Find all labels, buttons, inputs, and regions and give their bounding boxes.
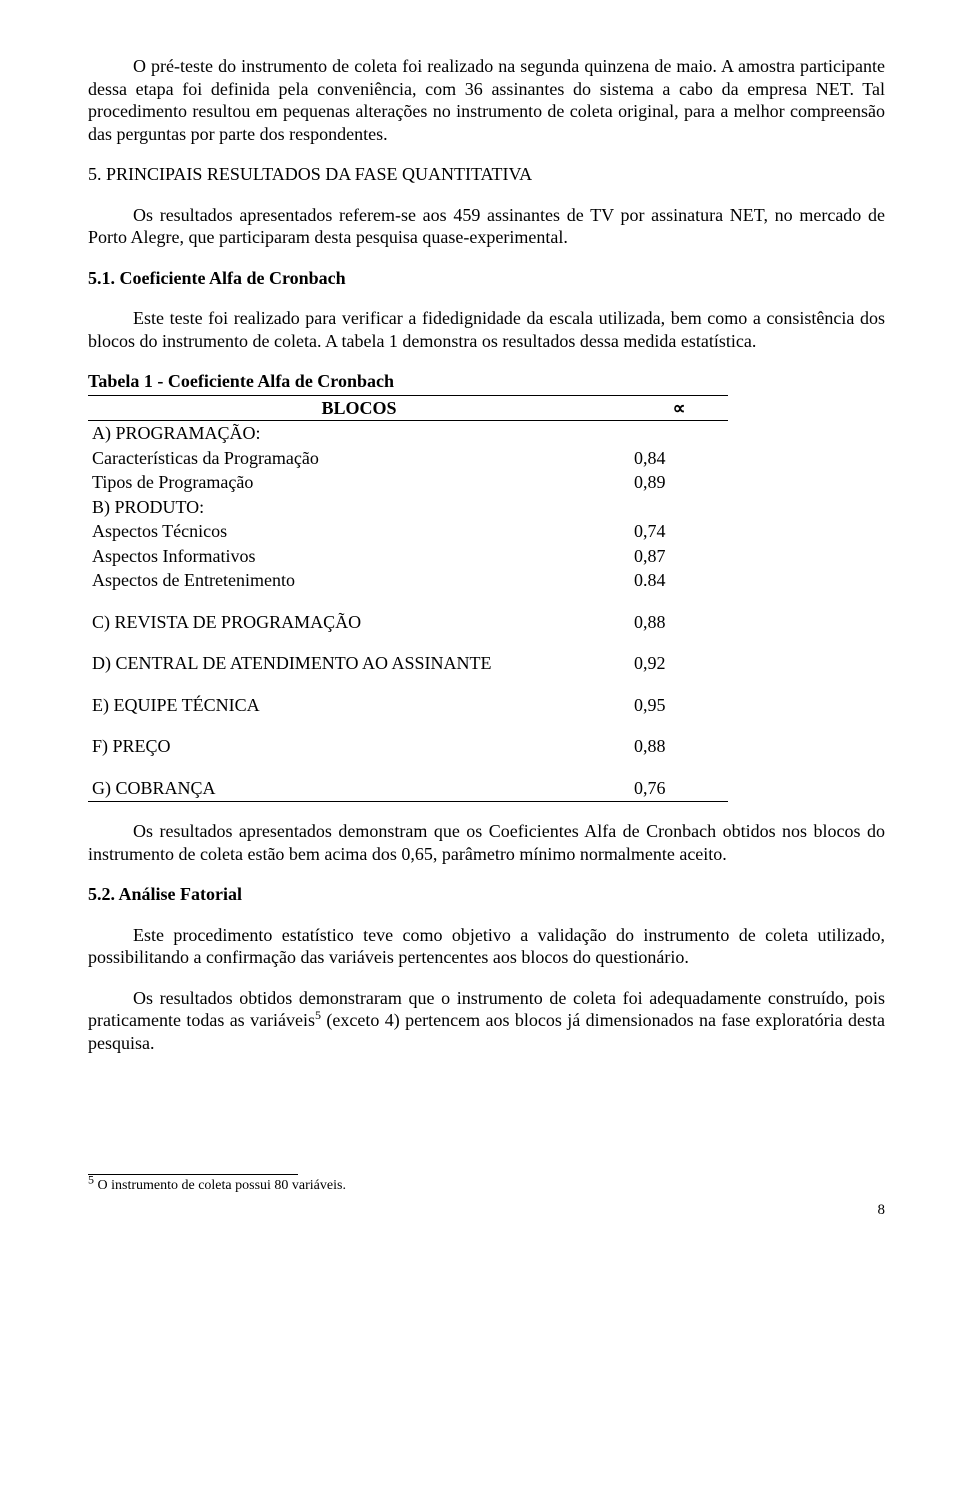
page-number: 8	[88, 1201, 885, 1220]
cell-label: C) REVISTA DE PROGRAMAÇÃO	[88, 593, 630, 635]
table-row: Tipos de Programação0,89	[88, 470, 728, 495]
th-alpha: ∝	[630, 395, 728, 421]
footnote: 5 O instrumento de coleta possui 80 vari…	[88, 1177, 885, 1195]
table-row: Aspectos de Entretenimento0.84	[88, 568, 728, 593]
cell-value: 0,88	[630, 717, 728, 759]
cell-label: B) PRODUTO:	[88, 495, 630, 520]
footnote-separator	[88, 1174, 298, 1175]
cell-value: 0,76	[630, 759, 728, 802]
table-row: A) PROGRAMAÇÃO:	[88, 421, 728, 446]
cell-label: D) CENTRAL DE ATENDIMENTO AO ASSINANTE	[88, 634, 630, 676]
paragraph-5-body: Os resultados apresentados referem-se ao…	[88, 204, 885, 249]
cell-value	[630, 495, 728, 520]
cell-label: Aspectos Informativos	[88, 544, 630, 569]
table-caption: Tabela 1 - Coeficiente Alfa de Cronbach	[88, 370, 885, 393]
paragraph-intro: O pré-teste do instrumento de coleta foi…	[88, 55, 885, 145]
cell-value: 0,88	[630, 593, 728, 635]
heading-5-1: 5.1. Coeficiente Alfa de Cronbach	[88, 267, 885, 290]
cell-value: 0.84	[630, 568, 728, 593]
cell-label: Aspectos Técnicos	[88, 519, 630, 544]
cell-label: Aspectos de Entretenimento	[88, 568, 630, 593]
cell-label: Tipos de Programação	[88, 470, 630, 495]
cell-label: E) EQUIPE TÉCNICA	[88, 676, 630, 718]
cell-label: F) PREÇO	[88, 717, 630, 759]
cell-value: 0,74	[630, 519, 728, 544]
table-row: B) PRODUTO:	[88, 495, 728, 520]
table-row: D) CENTRAL DE ATENDIMENTO AO ASSINANTE0,…	[88, 634, 728, 676]
cell-value	[630, 421, 728, 446]
paragraph-5-2-b: Os resultados obtidos demonstraram que o…	[88, 987, 885, 1055]
table-row: F) PREÇO0,88	[88, 717, 728, 759]
cell-value: 0,87	[630, 544, 728, 569]
cell-label: Características da Programação	[88, 446, 630, 471]
table-row: Aspectos Técnicos0,74	[88, 519, 728, 544]
cell-value: 0,84	[630, 446, 728, 471]
table-row: E) EQUIPE TÉCNICA0,95	[88, 676, 728, 718]
cell-label: A) PROGRAMAÇÃO:	[88, 421, 630, 446]
paragraph-after-table: Os resultados apresentados demonstram qu…	[88, 820, 885, 865]
heading-5-2: 5.2. Análise Fatorial	[88, 883, 885, 906]
cronbach-table: BLOCOS ∝ A) PROGRAMAÇÃO: Características…	[88, 395, 728, 803]
th-blocos: BLOCOS	[88, 395, 630, 421]
paragraph-5-2-a: Este procedimento estatístico teve como …	[88, 924, 885, 969]
cell-value: 0,95	[630, 676, 728, 718]
cell-value: 0,92	[630, 634, 728, 676]
table-row: C) REVISTA DE PROGRAMAÇÃO0,88	[88, 593, 728, 635]
footnote-text: O instrumento de coleta possui 80 variáv…	[94, 1178, 346, 1193]
table-row: G) COBRANÇA0,76	[88, 759, 728, 802]
paragraph-5-1-body: Este teste foi realizado para verificar …	[88, 307, 885, 352]
cell-value: 0,89	[630, 470, 728, 495]
table-row: Características da Programação0,84	[88, 446, 728, 471]
table-row: Aspectos Informativos0,87	[88, 544, 728, 569]
heading-5: 5. PRINCIPAIS RESULTADOS DA FASE QUANTIT…	[88, 163, 885, 186]
table-header-row: BLOCOS ∝	[88, 395, 728, 421]
cell-label: G) COBRANÇA	[88, 759, 630, 802]
